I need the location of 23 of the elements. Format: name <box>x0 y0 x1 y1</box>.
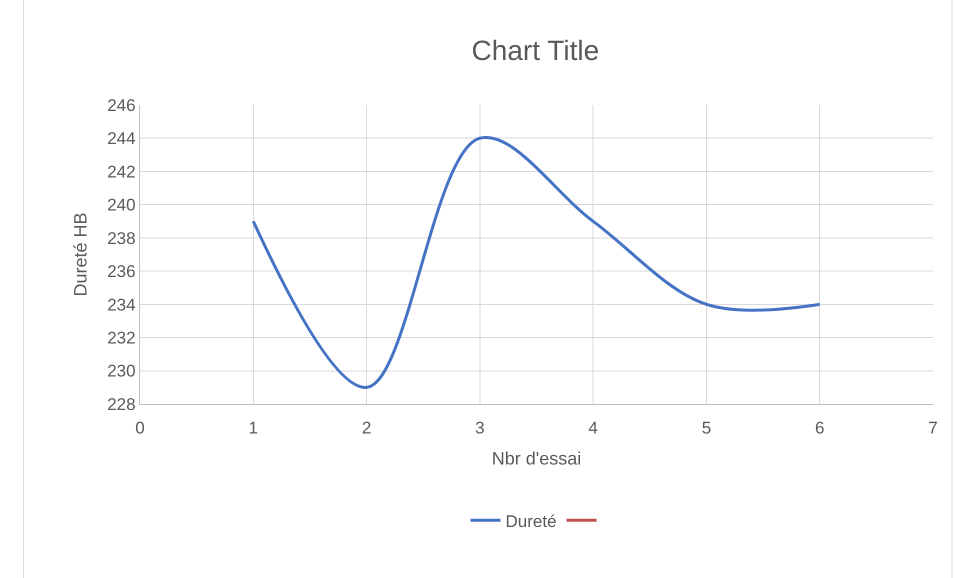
x-tick-label: 0 <box>135 418 145 438</box>
x-tick-label: 6 <box>814 418 824 438</box>
chart-title: Chart Title <box>472 35 600 66</box>
y-tick-label: 244 <box>107 129 136 148</box>
x-tick-label: 5 <box>702 418 712 438</box>
y-tick-label: 228 <box>107 394 136 414</box>
line-series <box>252 136 822 389</box>
y-tick-label: 242 <box>107 162 136 182</box>
y-tick-label: 232 <box>107 328 136 348</box>
x-tick-label: 4 <box>588 418 598 438</box>
x-tick-label: 3 <box>475 418 485 438</box>
x-tick-label: 2 <box>362 418 372 438</box>
y-tick-label: 240 <box>107 196 136 215</box>
y-tick-label: 246 <box>107 96 136 115</box>
x-tick-label: 1 <box>248 418 258 438</box>
y-tick-label: 236 <box>107 262 136 282</box>
y-tick-label: 234 <box>107 295 136 314</box>
y-axis-title: Dureté HB <box>70 212 90 297</box>
x-axis-title: Nbr d'essai <box>492 448 582 468</box>
legend-label: Dureté <box>506 512 557 531</box>
y-tick-label: 238 <box>107 228 136 248</box>
y-tick-label: 230 <box>107 362 136 381</box>
x-tick-label: 7 <box>928 418 938 438</box>
